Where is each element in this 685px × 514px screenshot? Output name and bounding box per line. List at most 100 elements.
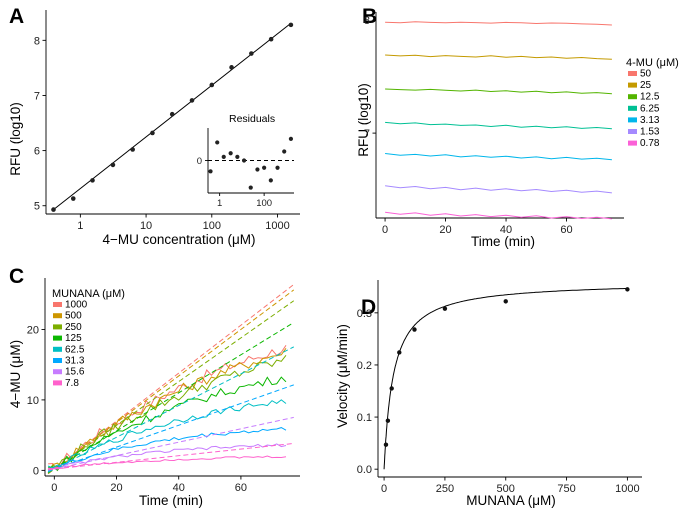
panel-c-x-tick-label: 40 <box>173 482 185 494</box>
panel-d-y-tick-label: 0.3 <box>357 308 372 320</box>
inset-point <box>221 154 226 159</box>
panel-b-series-line-12-5 <box>385 88 612 95</box>
panel-b-legend-label: 0.78 <box>640 138 660 149</box>
panel-c-fit-line <box>47 284 295 475</box>
inset-y-tick-label: 0 <box>197 156 202 167</box>
inset-point <box>208 169 213 174</box>
panel-d-fit-curve <box>383 287 628 470</box>
panel-c-legend-swatch <box>53 346 62 352</box>
panel-b-legend-swatch <box>628 71 637 76</box>
panel-a-point <box>150 130 155 136</box>
panel-c-series-line-62-5 <box>47 399 287 469</box>
panel-c-legend-title: MUNANA (μM) <box>52 288 125 300</box>
inset-ticks: 1 100 0 <box>197 156 272 209</box>
panel-b-legend-swatch <box>628 129 637 134</box>
panel-b-y-axis-title: RFU (log10) <box>356 83 371 157</box>
inset-point <box>255 167 260 172</box>
inset-marks <box>208 136 294 190</box>
panel-b-x-tick-label: 0 <box>382 224 388 236</box>
panel-a-point <box>268 36 274 42</box>
panel-b-x-tick-label: 20 <box>439 224 451 236</box>
panel-a-point <box>209 82 215 88</box>
inset-point <box>235 154 240 159</box>
panel-c-legend-swatch <box>53 313 62 319</box>
panel-a-point <box>110 162 116 168</box>
panel-d-point <box>397 350 402 355</box>
panel-b-series-line-3-13 <box>385 153 612 161</box>
panel-c-legend-swatch <box>53 358 62 363</box>
inset-x-tick-label: 1 <box>217 198 222 209</box>
panel-a-x-tick-label: 1000 <box>265 220 289 232</box>
panel-d-y-tick-label: 0.1 <box>357 412 372 424</box>
panel-c-x-tick-label: 20 <box>110 482 122 494</box>
panel-a-point <box>130 147 135 152</box>
inset-point <box>282 149 287 154</box>
panel-c-legend-label: 125 <box>65 333 82 344</box>
inset-point <box>241 158 247 163</box>
panel-letter-b: B <box>362 5 377 28</box>
panel-a-point <box>288 22 294 28</box>
panel-b-series-line-50 <box>385 21 612 26</box>
panel-c-y-axis-title: 4−MU (μM) <box>8 340 23 408</box>
panel-d-point <box>383 442 389 447</box>
inset-point <box>268 178 273 183</box>
panel-c-legend-swatch <box>53 324 62 330</box>
panel-a-y-axis-title: RFU (log10) <box>8 102 23 176</box>
panel-c-series-line-7-8 <box>48 455 287 470</box>
panel-d-point <box>412 327 417 332</box>
panel-c-fit-line <box>48 416 294 471</box>
panel-c-legend-label: 250 <box>65 322 82 333</box>
panel-d-x-axis-title: MUNANA (μM) <box>466 493 556 508</box>
panel-c: C 4−MU (μM) Time (min) 0 20 40 60 0 10 20 MUNA… <box>8 265 300 508</box>
panel-b-series-line-25 <box>385 54 612 60</box>
inset-point <box>215 140 220 145</box>
panel-d-point <box>503 299 508 304</box>
inset-point <box>262 165 267 170</box>
panel-b-series-line-6-25 <box>385 121 612 130</box>
panel-d-y-axis-title: Velocity (μM/min) <box>335 324 350 428</box>
panel-b-marks <box>385 21 612 220</box>
panel-c-y-tick-label: 0 <box>33 465 39 477</box>
panel-c-series-line-125 <box>48 376 287 472</box>
panel-a-marks <box>51 22 294 212</box>
panel-letter-c: C <box>9 265 24 288</box>
panel-d-point <box>385 418 391 423</box>
panel-b-x-axis-title: Time (min) <box>471 234 535 249</box>
panel-c-legend-label: 62.5 <box>65 344 85 355</box>
panel-c-y-tick-label: 10 <box>27 395 39 407</box>
panel-c-legend-swatch <box>53 335 62 341</box>
panel-b-series-line-1-53 <box>385 185 612 194</box>
panel-b-x-tick-label: 60 <box>560 224 572 236</box>
panel-d-x-tick-label: 500 <box>497 483 515 495</box>
panel-a-y-tick-label: 5 <box>34 201 40 213</box>
panel-letter-a: A <box>9 5 24 28</box>
panel-c-series-line-15-6 <box>48 443 287 470</box>
panel-a-point <box>70 196 76 201</box>
panel-a-x-tick-label: 100 <box>203 220 221 232</box>
panel-b-legend-swatch <box>628 140 637 146</box>
panel-c-ticks: 0 20 40 60 0 10 20 <box>27 324 247 494</box>
inset-point <box>288 136 294 141</box>
panel-c-legend-swatch <box>53 380 62 386</box>
panel-c-legend-label: 31.3 <box>65 356 85 367</box>
panel-b-legend-label: 25 <box>640 80 652 91</box>
panel-d-point <box>625 287 630 292</box>
panel-b-legend-swatch <box>628 82 637 88</box>
panel-b-series-line-0-78 <box>385 211 612 220</box>
panel-d-x-tick-label: 0 <box>381 483 387 495</box>
panel-a-y-tick-label: 6 <box>34 146 40 158</box>
panel-letter-d: D <box>361 296 376 319</box>
panel-b-legend-label: 3.13 <box>640 115 660 126</box>
panel-c-fit-line <box>47 384 294 472</box>
panel-d-marks <box>383 287 630 470</box>
panel-b-legend-label: 6.25 <box>640 103 660 114</box>
inset-point <box>275 165 280 170</box>
panel-a-point <box>189 98 195 103</box>
panel-c-legend-label: 7.8 <box>65 378 79 389</box>
panel-c-legend-label: 15.6 <box>65 367 85 378</box>
panel-c-fit-line <box>47 300 295 474</box>
panel-d-x-tick-label: 250 <box>436 483 454 495</box>
